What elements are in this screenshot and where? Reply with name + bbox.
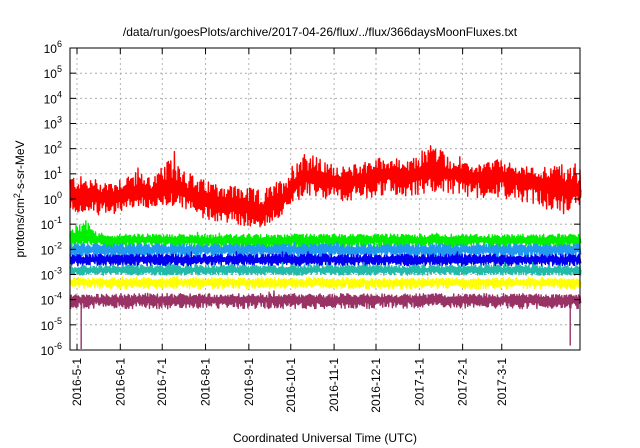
series-0 xyxy=(69,145,582,228)
series-0-trace xyxy=(69,145,582,228)
y-tick-label: 104 xyxy=(44,89,62,106)
x-tick-label: 2016-9-1 xyxy=(242,358,256,406)
y-axis: 10-6 10-5 10-4 10-3 10-2 10-1 100 101 102 103 104 1… xyxy=(41,39,580,358)
chart-title: /data/run/goesPlots/archive/2017-04-26/f… xyxy=(123,25,518,39)
x-axis: 2016-5-1 2016-6-1 2016-7-1 2016-8-1 2016-9-1… xyxy=(70,48,509,413)
x-tick-label: 2016-7-1 xyxy=(155,358,169,406)
x-axis-label: Coordinated Universal Time (UTC) xyxy=(233,431,417,445)
x-tick-label: 2016-12-1 xyxy=(369,358,383,413)
series-5 xyxy=(69,276,582,290)
series-4-trace xyxy=(69,261,582,276)
series-6 xyxy=(69,290,582,349)
x-tick-label: 2016-8-1 xyxy=(199,358,213,406)
y-tick-label: 10-4 xyxy=(41,291,62,308)
y-tick-label: 100 xyxy=(44,190,62,207)
y-tick-label: 10-2 xyxy=(41,240,62,257)
series-6-trace xyxy=(69,290,582,310)
x-tick-label: 2016-5-1 xyxy=(70,358,84,406)
x-tick-label: 2017-2-1 xyxy=(456,358,470,406)
x-tick-label: 2016-6-1 xyxy=(113,358,127,406)
x-tick-label: 2017-1-1 xyxy=(412,358,426,406)
series-layer xyxy=(69,145,582,349)
y-tick-label: 103 xyxy=(44,115,62,132)
y-tick-label: 10-1 xyxy=(41,215,62,232)
y-axis-label: protons/cm2-s-sr-MeV xyxy=(12,140,27,257)
x-tick-label: 2016-11-1 xyxy=(327,358,341,412)
y-tick-label: 102 xyxy=(44,140,62,157)
series-5-trace xyxy=(69,276,582,290)
y-tick-label: 106 xyxy=(44,39,62,56)
series-4 xyxy=(69,261,582,276)
y-tick-label: 105 xyxy=(44,64,62,81)
series-3-trace xyxy=(69,251,582,267)
series-3 xyxy=(69,251,582,267)
x-tick-label: 2017-3-1 xyxy=(495,358,509,406)
y-tick-label: 101 xyxy=(44,165,62,182)
y-tick-label: 10-5 xyxy=(41,316,62,333)
x-tick-label: 2016-10-1 xyxy=(284,358,298,413)
y-tick-label: 10-3 xyxy=(41,266,62,283)
y-tick-label: 10-6 xyxy=(41,341,62,358)
